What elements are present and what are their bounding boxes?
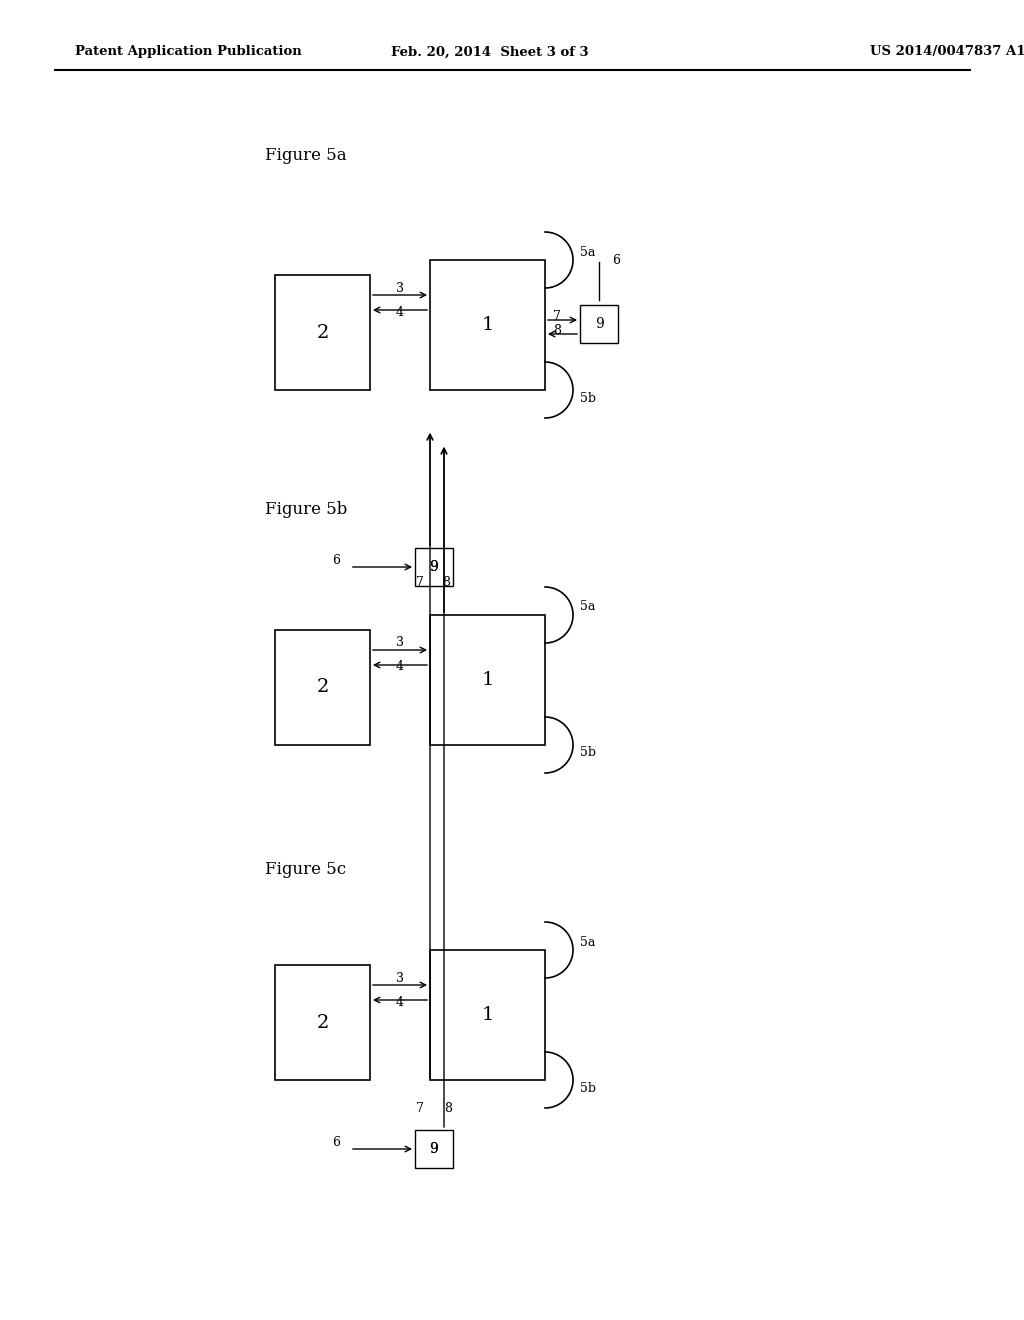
Text: 5a: 5a	[580, 936, 595, 949]
Text: US 2014/0047837 A1: US 2014/0047837 A1	[870, 45, 1024, 58]
Text: 4: 4	[396, 995, 404, 1008]
Text: 2: 2	[316, 678, 329, 697]
Bar	[415, 1130, 453, 1168]
Text: 9: 9	[430, 1142, 438, 1156]
Text: Patent Application Publication: Patent Application Publication	[75, 45, 302, 58]
Text: 2: 2	[316, 1014, 329, 1031]
Text: Figure 5c: Figure 5c	[265, 862, 346, 879]
Text: 5a: 5a	[580, 246, 595, 259]
Text: 1: 1	[481, 315, 494, 334]
Text: 9: 9	[430, 1142, 438, 1156]
Text: 4: 4	[396, 660, 404, 673]
Bar	[275, 965, 370, 1080]
Bar	[275, 275, 370, 389]
Text: 6: 6	[332, 1135, 340, 1148]
Text: 9: 9	[595, 317, 603, 331]
Bar	[275, 630, 370, 744]
Text: 3: 3	[396, 636, 404, 649]
Text: 9: 9	[430, 560, 438, 574]
Text: 4: 4	[396, 305, 404, 318]
Text: 6: 6	[332, 553, 340, 566]
Text: 5a: 5a	[580, 601, 595, 614]
Text: 6: 6	[612, 253, 620, 267]
Text: 7: 7	[553, 309, 561, 322]
Bar	[430, 950, 545, 1080]
Text: 2: 2	[316, 323, 329, 342]
Text: 7: 7	[416, 577, 424, 590]
Text: Figure 5b: Figure 5b	[265, 502, 347, 519]
Bar	[430, 260, 545, 389]
Text: Feb. 20, 2014  Sheet 3 of 3: Feb. 20, 2014 Sheet 3 of 3	[391, 45, 589, 58]
Text: 1: 1	[481, 671, 494, 689]
Text: 9: 9	[430, 560, 438, 574]
Text: 8: 8	[553, 323, 561, 337]
Bar	[415, 548, 453, 586]
Text: 3: 3	[396, 972, 404, 985]
Text: 5b: 5b	[580, 1081, 596, 1094]
Text: 8: 8	[442, 577, 450, 590]
Text: 5b: 5b	[580, 747, 596, 759]
Bar	[430, 615, 545, 744]
Text: 7: 7	[416, 1101, 424, 1114]
Bar	[580, 305, 618, 343]
Text: 1: 1	[481, 1006, 494, 1024]
Text: Figure 5a: Figure 5a	[265, 147, 347, 164]
Text: 5b: 5b	[580, 392, 596, 404]
Text: 3: 3	[396, 281, 404, 294]
Text: 8: 8	[444, 1101, 452, 1114]
